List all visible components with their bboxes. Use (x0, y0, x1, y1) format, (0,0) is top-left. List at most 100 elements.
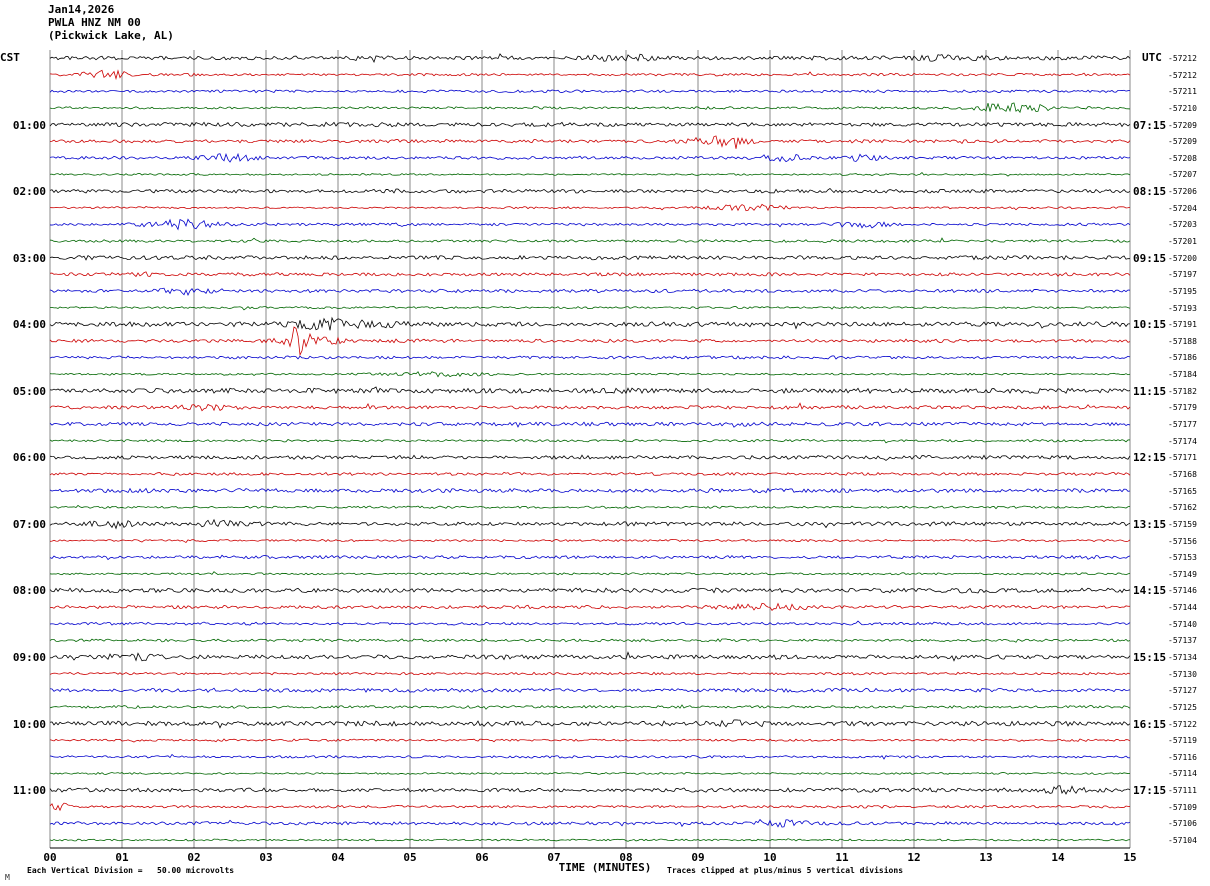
x-axis-tick: 11 (835, 851, 849, 864)
trace-offset-value: -57111 (1168, 786, 1197, 796)
right-time-label: 16:15 (1133, 717, 1167, 731)
x-axis-tick: 07 (547, 851, 561, 864)
station-label: PWLA HNZ NM 00 (48, 16, 141, 29)
trace-offset-value: -57149 (1168, 569, 1197, 579)
trace-offset-value: -57144 (1168, 603, 1197, 613)
trace-offset-value: -57212 (1168, 70, 1197, 80)
seismogram-trace-row-0 (49, 53, 1131, 64)
left-time-label: 06:00 (12, 451, 46, 465)
right-time-label: 09:15 (1133, 251, 1167, 265)
trace-offset-value: -57195 (1168, 286, 1197, 296)
seismogram-trace-row-6 (49, 152, 1131, 163)
trace-offset-value: -57114 (1168, 769, 1197, 779)
seismogram-trace-row-47 (49, 838, 1131, 842)
right-time-label: 07:15 (1133, 118, 1167, 132)
seismogram-trace-row-21 (49, 402, 1131, 412)
seismogram-trace-row-7 (49, 171, 1131, 177)
trace-offset-value: -57116 (1168, 752, 1197, 762)
trace-offset-value: -57212 (1168, 54, 1197, 63)
seismogram-trace-row-16 (49, 316, 1130, 331)
seismogram-trace-row-37 (49, 671, 1131, 676)
seismogram-trace-row-8 (49, 187, 1131, 194)
trace-offset-value: -57122 (1168, 719, 1197, 729)
trace-offset-value: -57209 (1168, 120, 1197, 130)
seismogram-trace-row-12 (49, 254, 1131, 261)
trace-offset-value: -57208 (1168, 153, 1197, 163)
seismogram-trace-row-30 (49, 554, 1131, 561)
trace-offset-value: -57127 (1168, 686, 1197, 696)
x-axis-tick: 13 (979, 851, 993, 864)
seismogram-trace-row-40 (49, 719, 1131, 729)
trace-offset-value: -57179 (1168, 403, 1197, 413)
seismogram-trace-row-23 (49, 438, 1131, 444)
seismogram-trace-row-13 (49, 271, 1131, 278)
seismogram-trace-row-38 (49, 687, 1131, 693)
seismogram-trace-row-39 (49, 704, 1131, 710)
location-label: (Pickwick Lake, AL) (48, 29, 174, 42)
trace-offset-value: -57204 (1168, 203, 1197, 213)
seismogram-trace-row-11 (49, 237, 1131, 243)
trace-offset-value: -57193 (1168, 303, 1197, 313)
seismogram-trace-row-27 (49, 504, 1131, 510)
seismogram-trace-row-25 (49, 471, 1131, 477)
seismogram-trace-row-44 (49, 785, 1131, 795)
seismogram-trace-row-41 (49, 738, 1131, 743)
seismogram-trace-row-42 (49, 753, 1131, 760)
seismogram-trace-row-36 (49, 651, 1131, 662)
x-axis-tick: 06 (475, 851, 489, 864)
date-label: Jan14,2026 (48, 3, 115, 16)
trace-offset-value: -57210 (1168, 103, 1197, 113)
left-time-label: 10:00 (12, 717, 46, 731)
seismogram-trace-row-9 (49, 203, 1131, 212)
trace-offset-value: -57165 (1168, 486, 1197, 496)
trace-offset-value: -57191 (1168, 320, 1197, 330)
seismogram-trace-row-31 (49, 571, 1131, 576)
seismogram-trace-row-22 (49, 421, 1131, 428)
trace-offset-value: -57174 (1168, 436, 1197, 446)
trace-offset-value: -57140 (1168, 619, 1197, 629)
trace-offset-value: -57203 (1168, 220, 1197, 230)
right-time-label: 08:15 (1133, 185, 1167, 199)
trace-offset-value: -57201 (1168, 237, 1197, 247)
x-axis-tick: 01 (115, 851, 129, 864)
trace-offset-value: -57109 (1168, 802, 1197, 812)
seismogram-trace-row-5 (49, 135, 1131, 149)
trace-offset-value: -57182 (1168, 386, 1197, 396)
x-axis-tick: 02 (187, 851, 201, 864)
clip-note: Traces clipped at plus/minus 5 vertical … (667, 866, 904, 875)
trace-offset-value: -57146 (1168, 586, 1197, 596)
seismogram-trace-row-28 (49, 518, 1131, 530)
left-time-label: 11:00 (12, 784, 46, 798)
seismogram-trace-row-19 (49, 371, 1131, 378)
trace-offset-value: -57177 (1168, 420, 1197, 430)
left-time-label: 03:00 (12, 251, 46, 265)
seismogram-trace-row-15 (49, 306, 1131, 311)
trace-offset-value: -57209 (1168, 137, 1197, 147)
x-axis-tick: 00 (43, 851, 57, 864)
watermark-glyph: M (5, 873, 10, 882)
trace-offset-value: -57207 (1168, 170, 1197, 180)
trace-offset-value: -57200 (1168, 253, 1197, 263)
right-time-label: 10:15 (1133, 318, 1167, 332)
seismogram-trace-row-33 (49, 602, 1131, 611)
seismogram-trace-row-17 (49, 326, 1131, 357)
right-time-label: 12:15 (1133, 451, 1167, 465)
right-time-label: 11:15 (1133, 384, 1167, 398)
trace-offset-value: -57211 (1168, 87, 1197, 97)
x-axis-tick: 10 (763, 851, 777, 864)
seismogram-trace-row-26 (49, 487, 1131, 494)
x-axis-tick: 05 (403, 851, 417, 864)
seismogram-trace-row-32 (49, 587, 1131, 594)
right-time-label: 13:15 (1133, 517, 1167, 531)
seismogram-trace-row-3 (49, 102, 1131, 114)
right-time-label: 15:15 (1133, 650, 1167, 664)
trace-offset-value: -57104 (1168, 836, 1197, 845)
trace-offset-value: -57206 (1168, 187, 1197, 197)
seismogram-trace-row-45 (49, 802, 1131, 812)
x-axis-tick: 08 (619, 851, 633, 864)
trace-offset-value: -57153 (1168, 553, 1197, 563)
right-time-label: 14:15 (1133, 584, 1167, 598)
trace-offset-value: -57137 (1168, 636, 1197, 646)
x-axis-tick: 14 (1051, 851, 1065, 864)
